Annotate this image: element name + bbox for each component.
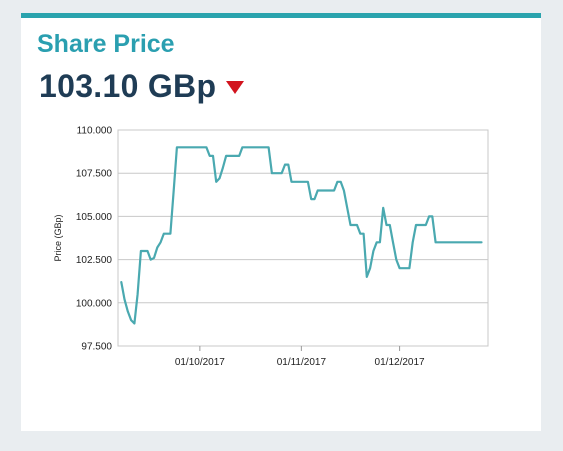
- y-tick-label: 97.500: [81, 342, 112, 353]
- y-axis-label: Price (GBp): [53, 214, 63, 261]
- x-tick-label: 01/10/2017: [175, 357, 225, 368]
- price-row: 103.10 GBp: [39, 68, 245, 105]
- share-price-card: Share Price 103.10 GBp 97.500 100.000 102.…: [21, 13, 541, 431]
- price-chart: 97.500 100.000 102.500 105.000 107.500 110.00…: [53, 126, 489, 368]
- y-tick-label: 105.000: [76, 212, 113, 223]
- y-axis-ticks: 97.500 100.000 102.500 105.000 107.500 110.00…: [76, 126, 113, 353]
- price-series-line: [120, 146, 483, 325]
- x-tick-label: 01/12/2017: [375, 357, 425, 368]
- y-tick-label: 110.000: [77, 126, 113, 137]
- plot-frame: [117, 129, 489, 347]
- grid-lines: [118, 129, 488, 347]
- down-triangle-icon: [226, 80, 245, 99]
- y-tick-label: 102.500: [76, 255, 113, 266]
- x-tick-label: 01/11/2017: [277, 357, 327, 368]
- y-tick-label: 100.000: [76, 298, 113, 309]
- series-layer: [120, 146, 483, 325]
- y-tick-label: 107.500: [76, 169, 113, 180]
- current-price: 103.10 GBp: [39, 68, 217, 104]
- card-title: Share Price: [37, 30, 175, 58]
- x-axis-ticks: 01/10/2017 01/11/2017 01/12/2017: [175, 346, 425, 368]
